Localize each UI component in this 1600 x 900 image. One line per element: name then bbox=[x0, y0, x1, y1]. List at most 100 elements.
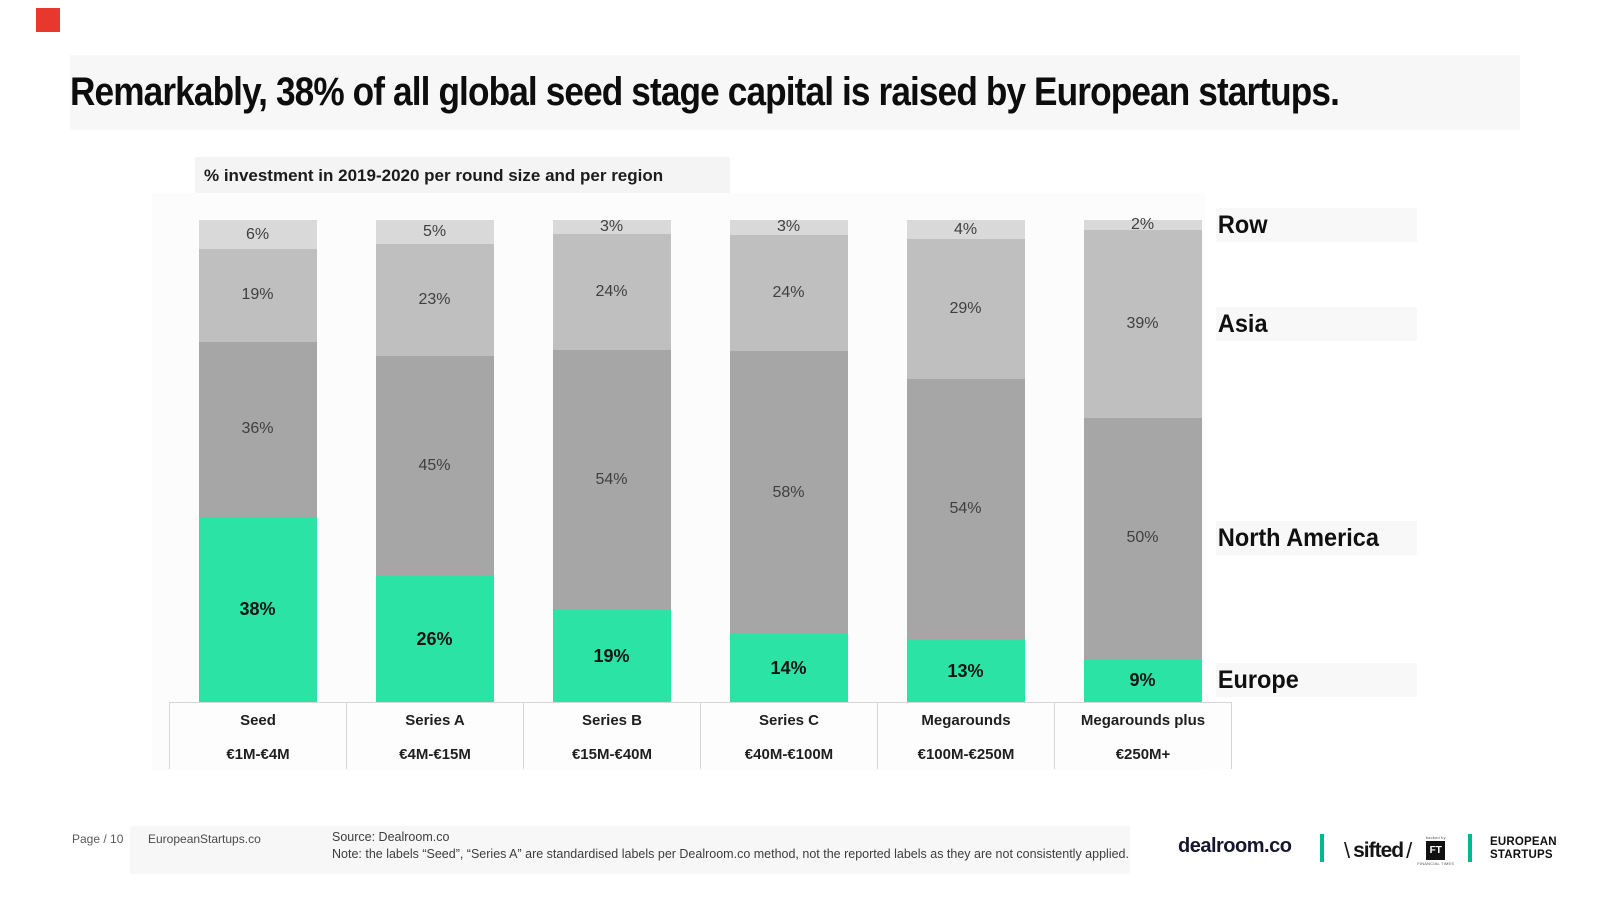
round-range-label: €1M-€4M bbox=[226, 746, 290, 763]
bar-segment-asia: 24% bbox=[552, 234, 671, 351]
plot-background bbox=[152, 193, 1205, 770]
page-number: Page / 10 bbox=[72, 832, 124, 846]
round-name-label: Megarounds bbox=[921, 712, 1011, 729]
round-range-label: €250M+ bbox=[1115, 746, 1171, 763]
axis-cell-megarounds: Megarounds €100M-€250M bbox=[877, 703, 1054, 769]
segment-value-label: 45% bbox=[418, 456, 451, 474]
bar-column-series-b: 3% 24% 54% 19% bbox=[523, 218, 700, 702]
region-legend: Row Asia North America Europe bbox=[1216, 207, 1428, 702]
region-label-row: Row bbox=[1216, 207, 1418, 242]
stacked-bar-chart: 6% 19% 36% 38% 5% 23% 45% 26% 3% 24% 54% 19% 3% 24% 58… bbox=[169, 215, 1231, 702]
sifted-backslash: \ bbox=[1344, 837, 1351, 863]
round-range-label: €40M-€100M bbox=[744, 746, 834, 763]
segment-value-label: 3% bbox=[599, 218, 624, 236]
round-range-label: €15M-€40M bbox=[571, 746, 653, 763]
segment-value-label: 13% bbox=[947, 660, 984, 681]
bar-segment-north-america: 58% bbox=[729, 351, 848, 634]
method-note: Note: the labels “Seed”, “Series A” are … bbox=[332, 847, 1129, 861]
x-axis-table: Seed €1M-€4M Series A €4M-€15M Series B €15M-… bbox=[169, 702, 1232, 769]
bar-column-megarounds-plus: 2% 39% 50% 9% bbox=[1054, 215, 1231, 702]
stacked-bar-series-c: 3% 24% 58% 14% bbox=[729, 218, 848, 702]
segment-value-label: 14% bbox=[770, 657, 807, 678]
segment-value-label: 50% bbox=[1126, 529, 1159, 547]
bar-segment-asia: 23% bbox=[375, 244, 494, 357]
bar-segment-north-america: 36% bbox=[198, 341, 317, 517]
axis-cell-seed: Seed €1M-€4M bbox=[169, 703, 346, 769]
bar-segment-europe: 13% bbox=[906, 639, 1025, 702]
bar-segment-europe: 26% bbox=[375, 575, 494, 702]
bar-segment-row: 2% bbox=[1083, 215, 1202, 233]
region-label-asia: Asia bbox=[1216, 306, 1418, 341]
segment-value-label: 54% bbox=[949, 500, 982, 518]
round-range-label: €4M-€15M bbox=[399, 746, 471, 763]
brand-red-square-icon bbox=[36, 8, 60, 32]
segment-value-label: 19% bbox=[593, 646, 630, 667]
segment-value-label: 3% bbox=[776, 218, 801, 236]
axis-cell-series-c: Series C €40M-€100M bbox=[700, 703, 877, 769]
round-name-label: Series C bbox=[758, 712, 820, 729]
round-range-label: €100M-€250M bbox=[917, 746, 1015, 763]
bar-column-megarounds: 4% 29% 54% 13% bbox=[877, 220, 1054, 702]
segment-value-label: 19% bbox=[241, 286, 274, 304]
stacked-bar-series-a: 5% 23% 45% 26% bbox=[375, 220, 494, 702]
round-name-label: Megarounds plus bbox=[1080, 712, 1206, 729]
sifted-slash: / bbox=[1406, 837, 1413, 863]
bar-segment-europe: 19% bbox=[552, 610, 671, 702]
footer-band bbox=[130, 826, 1130, 874]
bar-segment-europe: 38% bbox=[198, 516, 317, 702]
segment-value-label: 26% bbox=[416, 628, 453, 649]
segment-value-label: 39% bbox=[1126, 314, 1159, 332]
segment-value-label: 36% bbox=[241, 420, 274, 438]
bar-segment-asia: 39% bbox=[1083, 229, 1202, 418]
stacked-bar-megarounds-plus: 2% 39% 50% 9% bbox=[1083, 215, 1202, 702]
segment-value-label: 58% bbox=[772, 483, 805, 501]
axis-cell-series-a: Series A €4M-€15M bbox=[346, 703, 523, 769]
stacked-bar-megarounds: 4% 29% 54% 13% bbox=[906, 220, 1025, 702]
site-link[interactable]: EuropeanStartups.co bbox=[148, 832, 261, 846]
stacked-bar-seed: 6% 19% 36% 38% bbox=[198, 220, 317, 702]
bar-segment-asia: 19% bbox=[198, 249, 317, 342]
bar-column-series-a: 5% 23% 45% 26% bbox=[346, 220, 523, 702]
segment-value-label: 54% bbox=[595, 471, 628, 489]
bar-segment-north-america: 54% bbox=[906, 379, 1025, 640]
segment-value-label: 6% bbox=[245, 225, 270, 243]
axis-cell-series-b: Series B €15M-€40M bbox=[523, 703, 700, 769]
segment-value-label: 38% bbox=[239, 599, 276, 620]
segment-value-label: 4% bbox=[953, 220, 978, 238]
european-startups-logo[interactable]: EUROPEAN STARTUPS bbox=[1490, 836, 1557, 862]
round-name-label: Seed bbox=[240, 712, 276, 729]
chart-subtitle: % investment in 2019-2020 per round size… bbox=[204, 166, 664, 185]
bar-column-series-c: 3% 24% 58% 14% bbox=[700, 218, 877, 702]
segment-value-label: 2% bbox=[1130, 215, 1155, 233]
region-label-north-america: North America bbox=[1216, 521, 1418, 556]
segment-value-label: 24% bbox=[772, 284, 805, 302]
sifted-logo[interactable]: \ sifted / backed by FT FINANCIAL TIMES bbox=[1344, 835, 1454, 866]
ft-square-icon: FT bbox=[1426, 841, 1446, 860]
bar-segment-north-america: 45% bbox=[375, 356, 494, 576]
ft-backed-by-text: backed by bbox=[1425, 835, 1446, 840]
segment-value-label: 5% bbox=[422, 223, 447, 241]
axis-cell-megarounds-plus: Megarounds plus €250M+ bbox=[1054, 703, 1231, 769]
bar-segment-europe: 9% bbox=[1083, 658, 1202, 702]
round-name-label: Series B bbox=[581, 712, 643, 729]
segment-value-label: 29% bbox=[949, 300, 982, 318]
segment-value-label: 24% bbox=[595, 283, 628, 301]
dealroom-logo[interactable]: dealroom.co bbox=[1178, 835, 1292, 857]
bar-segment-row: 5% bbox=[375, 220, 494, 245]
bar-segment-north-america: 54% bbox=[552, 350, 671, 611]
bar-segment-row: 3% bbox=[552, 218, 671, 236]
stacked-bar-series-b: 3% 24% 54% 19% bbox=[552, 218, 671, 702]
bar-segment-asia: 29% bbox=[906, 239, 1025, 380]
segment-value-label: 9% bbox=[1129, 670, 1156, 691]
source-note: Source: Dealroom.co bbox=[332, 830, 450, 844]
segment-value-label: 23% bbox=[418, 291, 451, 309]
ft-badge: backed by FT FINANCIAL TIMES bbox=[1417, 835, 1454, 866]
page-title: Remarkably, 38% of all global seed stage… bbox=[70, 70, 1340, 114]
title-band: Remarkably, 38% of all global seed stage… bbox=[70, 55, 1520, 130]
bar-segment-row: 3% bbox=[729, 218, 848, 236]
bar-segment-europe: 14% bbox=[729, 633, 848, 702]
bar-segment-asia: 24% bbox=[729, 234, 848, 352]
european-startups-line1: EUROPEAN bbox=[1490, 836, 1557, 848]
bar-segment-row: 4% bbox=[906, 220, 1025, 240]
